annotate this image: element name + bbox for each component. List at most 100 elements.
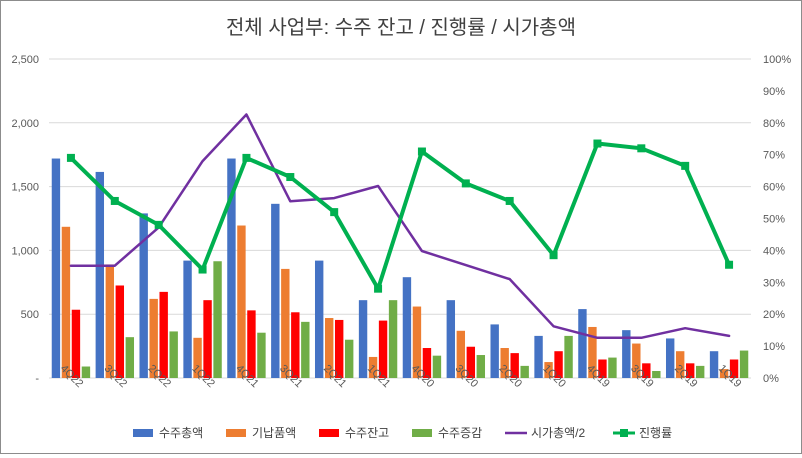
bar-수주총액 [139, 213, 148, 378]
y-right-tick-label: 60% [763, 182, 785, 194]
marker-진행률 [681, 161, 690, 170]
legend-label: 수주총액 [159, 426, 203, 440]
bar-수주증감 [344, 339, 354, 378]
bar-수주총액 [51, 158, 61, 378]
bar-수주잔고 [71, 309, 81, 378]
bar-수주증감 [564, 335, 573, 378]
bar-수주잔고 [203, 300, 212, 378]
bar-기납품액 [456, 330, 466, 378]
legend-label: 수주증감 [438, 426, 482, 440]
bar-기납품액 [237, 225, 246, 378]
bar-수주증감 [739, 350, 749, 378]
bar-기납품액 [193, 337, 202, 378]
bar-수주증감 [608, 357, 617, 378]
marker-진행률 [66, 153, 75, 162]
bar-수주증감 [432, 355, 442, 378]
y-right-tick-label: 70% [763, 150, 785, 162]
line-진행률 [68, 141, 732, 291]
bar-수주총액 [95, 171, 105, 378]
marker-진행률 [637, 144, 646, 153]
bar-수주증감 [520, 365, 529, 378]
bar-수주증감 [169, 331, 178, 378]
bar-수주총액 [534, 335, 543, 378]
y-right-tick-label: 0% [763, 373, 779, 385]
bar-수주총액 [402, 277, 412, 378]
legend-swatch-수주잔고 [319, 429, 339, 437]
bar-기납품액 [719, 369, 729, 378]
y-left-tick-label: 2,500 [11, 54, 39, 66]
marker-진행률 [461, 179, 470, 188]
bar-기납품액 [105, 264, 115, 378]
bar-수주총액 [183, 260, 192, 378]
y-right-tick-label: 30% [763, 277, 785, 289]
bar-수주총액 [271, 203, 280, 378]
bar-기납품액 [324, 318, 334, 378]
bar-수주증감 [695, 365, 705, 378]
marker-진행률 [505, 196, 514, 205]
bar-수주증감 [213, 261, 222, 378]
bar-수주잔고 [159, 291, 168, 378]
bar-수주잔고 [510, 353, 519, 378]
bar-기납품액 [281, 268, 290, 378]
marker-진행률 [374, 284, 383, 293]
bar-기납품액 [149, 298, 158, 378]
legend-swatch-수주증감 [412, 429, 432, 437]
legend-swatch-기납품액 [226, 429, 246, 437]
marker-진행률 [330, 208, 339, 217]
bar-수주증감 [476, 355, 486, 378]
marker-진행률 [417, 147, 426, 156]
legend-label: 진행률 [639, 425, 672, 440]
bar-수주증감 [81, 366, 91, 378]
bar-수주증감 [652, 370, 661, 378]
bar-수주총액 [227, 158, 236, 378]
bar-기납품액 [500, 348, 509, 378]
y-right-tick-label: 100% [763, 54, 791, 66]
bar-수주잔고 [115, 285, 125, 378]
bar-기납품액 [61, 226, 71, 378]
bar-수주잔고 [334, 319, 344, 378]
bar-수주총액 [578, 309, 587, 378]
y-left-tick-label: 1,000 [11, 245, 39, 257]
marker-진행률 [286, 173, 295, 182]
bar-수주잔고 [685, 363, 695, 378]
marker-진행률 [154, 220, 163, 229]
bar-수주잔고 [422, 348, 432, 378]
bar-기납품액 [412, 306, 422, 378]
bar-수주총액 [622, 330, 631, 378]
marker-진행률 [549, 251, 558, 260]
y-left-tick-label: - [35, 373, 39, 385]
bar-수주잔고 [554, 351, 563, 378]
bar-수주잔고 [378, 320, 388, 378]
y-right-tick-label: 40% [763, 245, 785, 257]
marker-진행률 [725, 260, 734, 269]
bar-수주증감 [125, 337, 135, 378]
bar-기납품액 [675, 351, 685, 378]
bar-수주잔고 [642, 363, 651, 378]
legend-swatch-수주총액 [133, 429, 153, 437]
y-right-tick-label: 90% [763, 86, 785, 98]
legend-label: 기납품액 [252, 426, 296, 440]
marker-진행률 [110, 196, 119, 205]
y-right-tick-label: 80% [763, 118, 785, 130]
bar-수주총액 [314, 260, 324, 378]
bar-수주총액 [709, 351, 719, 378]
marker-진행률 [242, 153, 251, 162]
bar-수주증감 [388, 300, 398, 378]
bar-기납품액 [368, 356, 378, 378]
bar-수주잔고 [729, 359, 739, 378]
legend-label: 수주잔고 [345, 426, 389, 440]
bar-기납품액 [544, 362, 553, 378]
chart-title: 전체 사업부: 수주 잔고 / 진행률 / 시가총액 [226, 16, 576, 39]
bar-기납품액 [588, 326, 597, 378]
legend-marker-진행률 [620, 429, 628, 437]
bar-수주잔고 [598, 359, 607, 378]
bar-수주잔고 [291, 312, 300, 378]
marker-진행률 [198, 265, 207, 274]
y-right-tick-label: 20% [763, 309, 785, 321]
bar-수주총액 [665, 338, 675, 378]
y-left-tick-label: 2,000 [11, 118, 39, 130]
bar-수주증감 [257, 332, 266, 378]
bar-수주총액 [490, 324, 499, 378]
